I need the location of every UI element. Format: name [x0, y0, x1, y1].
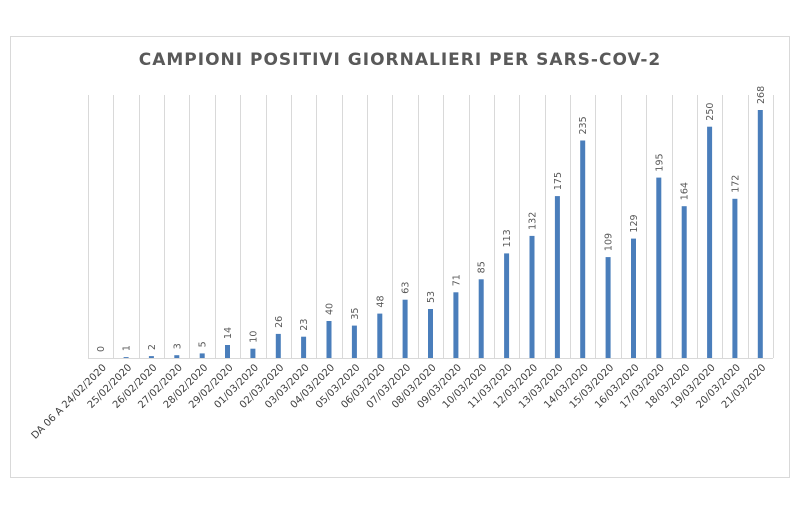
data-label: 175: [553, 172, 564, 190]
bar: [250, 348, 256, 358]
data-label: 14: [223, 327, 234, 339]
grid-lines: [88, 95, 774, 358]
data-label: 23: [299, 319, 310, 331]
data-label: 195: [654, 153, 665, 171]
data-label: 5: [198, 341, 209, 347]
data-label: 3: [172, 343, 183, 349]
bar: [656, 177, 662, 358]
bar: [199, 353, 205, 358]
bar: [504, 253, 510, 358]
data-label: 48: [375, 296, 386, 308]
chart-title: CAMPIONI POSITIVI GIORNALIERI PER SARS-C…: [138, 50, 662, 70]
data-label: 40: [325, 303, 336, 315]
data-label: 129: [629, 214, 640, 232]
data-label: 85: [477, 261, 488, 273]
bar: [148, 356, 154, 358]
bars: [123, 110, 763, 358]
data-label: 35: [350, 308, 361, 320]
bar: [301, 336, 307, 358]
bar: [529, 235, 535, 358]
bar: [631, 238, 636, 358]
data-label: 109: [604, 233, 615, 251]
data-label: 10: [248, 331, 259, 343]
data-label: 250: [705, 103, 716, 121]
data-label: 268: [756, 86, 767, 104]
data-label: 71: [451, 274, 462, 286]
data-label: 0: [96, 346, 107, 352]
data-label: 113: [502, 229, 513, 247]
bar: [377, 313, 383, 358]
bar: [225, 345, 230, 358]
data-label: 172: [730, 175, 741, 193]
bar: [402, 299, 408, 358]
data-label: 53: [426, 291, 437, 303]
bar: [428, 309, 433, 358]
data-label: 164: [680, 182, 691, 200]
bar: [478, 279, 484, 358]
bar: [681, 206, 687, 358]
x-tick-labels: DA 06 A 24/02/202025/02/202026/02/202027…: [30, 362, 769, 441]
bar: [123, 357, 129, 358]
data-label: 26: [274, 316, 285, 328]
bar: [757, 110, 763, 358]
data-label: 2: [147, 344, 158, 350]
bar: [605, 257, 611, 358]
bar: [554, 196, 560, 358]
data-label: 235: [578, 116, 589, 134]
data-label: 132: [528, 212, 539, 230]
data-label: 63: [401, 282, 412, 294]
bar: [326, 321, 332, 358]
bar: [275, 333, 281, 358]
bar: [580, 140, 586, 358]
bar: [732, 198, 738, 358]
bar: [707, 126, 713, 358]
bar: [174, 355, 180, 358]
bar: [351, 325, 357, 358]
data-label: 1: [122, 345, 133, 351]
bar: [453, 292, 459, 358]
